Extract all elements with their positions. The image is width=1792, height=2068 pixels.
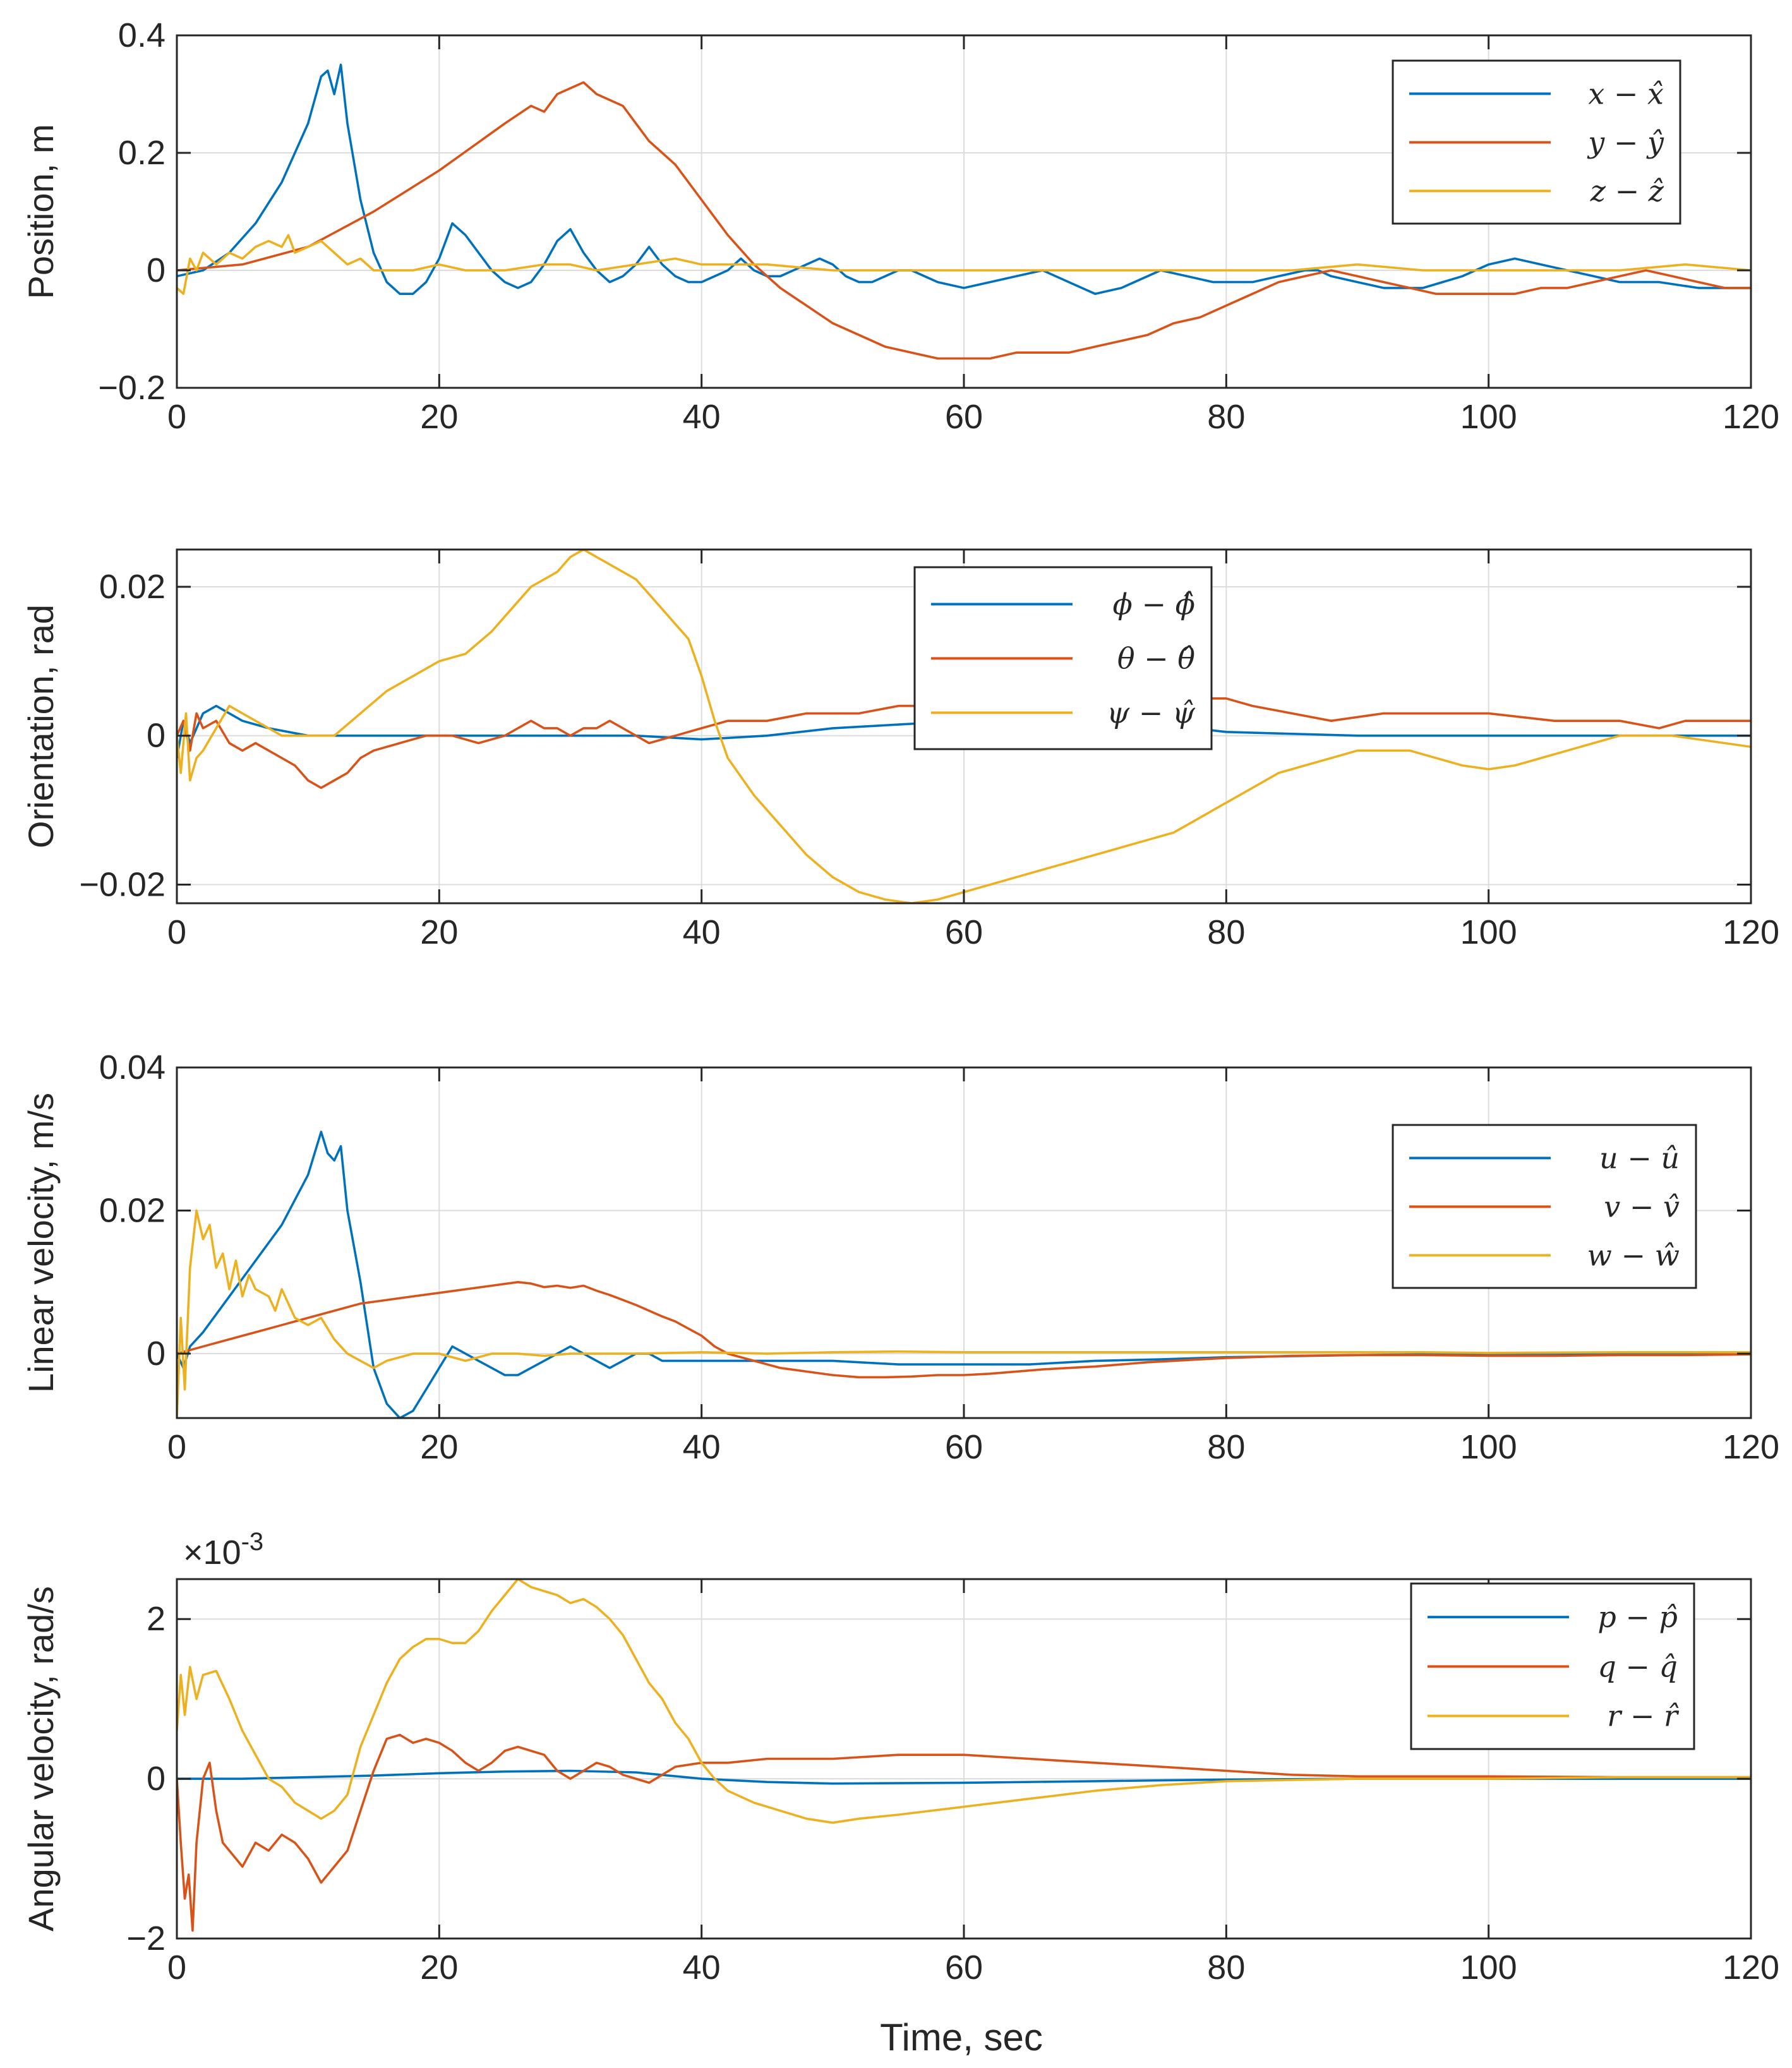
x-tick-label: 120 [1723, 1428, 1779, 1466]
y-tick-label: 0.04 [99, 1049, 165, 1086]
legend-label-1: x − x̂ [1588, 76, 1664, 111]
x-tick-label: 60 [945, 1428, 983, 1466]
legend: p − p̂ q − q̂ r − r̂ [1410, 1582, 1695, 1750]
legend-label-3: r − r̂ [1607, 1699, 1680, 1733]
y-axis-label: Angular velocity, rad/s [21, 1586, 61, 1932]
series-line-2 [177, 1733, 1751, 1932]
series-line-3 [177, 550, 1751, 903]
y-tick-label: 2 [147, 1600, 165, 1638]
x-tick-label: 20 [420, 398, 458, 436]
legend: x − x̂ y − ŷ z − ẑ [1392, 59, 1681, 225]
series-line-2 [177, 697, 1751, 790]
y-exponent-label: ×10-3 [183, 1528, 263, 1572]
legend: ϕ − ϕ̂ θ − θ̂ ψ − ψ̂ [913, 566, 1213, 750]
series-line-3 [177, 1579, 1751, 1824]
series-group [177, 1579, 1751, 1932]
x-tick-label: 120 [1723, 1949, 1779, 1987]
x-tick-label: 60 [945, 1949, 983, 1987]
series-line-3 [177, 1209, 1751, 1418]
legend: u − û v − v̂ w − ŵ [1392, 1124, 1697, 1289]
x-tick-label: 120 [1723, 913, 1779, 951]
x-tick-label: 20 [420, 1949, 458, 1987]
x-tick-label: 40 [683, 1428, 721, 1466]
y-tick-label: 0 [147, 717, 165, 755]
y-axis-label: Linear velocity, m/s [21, 1093, 61, 1393]
legend-label-3: w − ŵ [1587, 1238, 1680, 1272]
legend-label-1: ϕ − ϕ̂ [1113, 587, 1196, 621]
y-tick-label: 0.02 [99, 568, 165, 606]
x-tick-label: 20 [420, 1428, 458, 1466]
legend-label-2: θ − θ̂ [1117, 641, 1195, 675]
x-tick-label: 100 [1460, 398, 1517, 436]
series-group [177, 1131, 1751, 1418]
series-line-2 [177, 81, 1751, 360]
x-tick-label: 0 [167, 398, 186, 436]
x-tick-label: 40 [683, 398, 721, 436]
x-tick-label: 80 [1207, 398, 1245, 436]
y-tick-label: 0 [147, 251, 165, 289]
series-line-3 [177, 234, 1751, 295]
legend-label-3: ψ − ψ̂ [1107, 695, 1196, 730]
x-tick-label: 20 [420, 913, 458, 951]
y-tick-label: −2 [126, 1920, 165, 1957]
x-tick-label: 0 [167, 913, 186, 951]
y-tick-label: 0 [147, 1760, 165, 1798]
legend-label-1: u − û [1599, 1141, 1680, 1175]
y-tick-label: 0 [147, 1335, 165, 1373]
x-tick-label: 40 [683, 913, 721, 951]
y-tick-label: 0.2 [118, 134, 165, 172]
x-tick-label: 40 [683, 1949, 721, 1987]
x-tick-label: 80 [1207, 1949, 1245, 1987]
x-tick-label: 120 [1723, 398, 1779, 436]
legend-label-1: p − p̂ [1597, 1600, 1678, 1634]
x-tick-label: 0 [167, 1949, 186, 1987]
y-axis-label: Position, m [21, 124, 61, 299]
legend-label-2: q − q̂ [1597, 1649, 1678, 1683]
y-tick-label: 0.02 [99, 1192, 165, 1230]
x-axis-title: Time, sec [880, 2016, 1043, 2059]
linear-velocity-panel: 0 20 40 60 80 100 120 0 0.02 0.04 Linear velocity,… [21, 1049, 1779, 1466]
y-tick-label: −0.02 [79, 866, 165, 904]
y-axis-label: Orientation, rad [21, 604, 61, 848]
legend-label-3: z − ẑ [1590, 174, 1664, 208]
x-tick-label: 100 [1460, 1428, 1517, 1466]
x-tick-label: 60 [945, 398, 983, 436]
x-tick-label: 80 [1207, 1428, 1245, 1466]
x-tick-label: 100 [1460, 1949, 1517, 1987]
series-line-2 [177, 1281, 1751, 1379]
y-tick-label: −0.2 [98, 369, 165, 407]
legend-label-2: v − v̂ [1604, 1189, 1680, 1223]
x-tick-label: 60 [945, 913, 983, 951]
series-line-1 [177, 1131, 1751, 1418]
x-tick-label: 80 [1207, 913, 1245, 951]
x-tick-label: 100 [1460, 913, 1517, 951]
series-group [177, 63, 1751, 360]
legend-label-2: y − ŷ [1587, 125, 1664, 159]
x-tick-label: 0 [167, 1428, 186, 1466]
y-tick-label: 0.4 [118, 16, 165, 54]
